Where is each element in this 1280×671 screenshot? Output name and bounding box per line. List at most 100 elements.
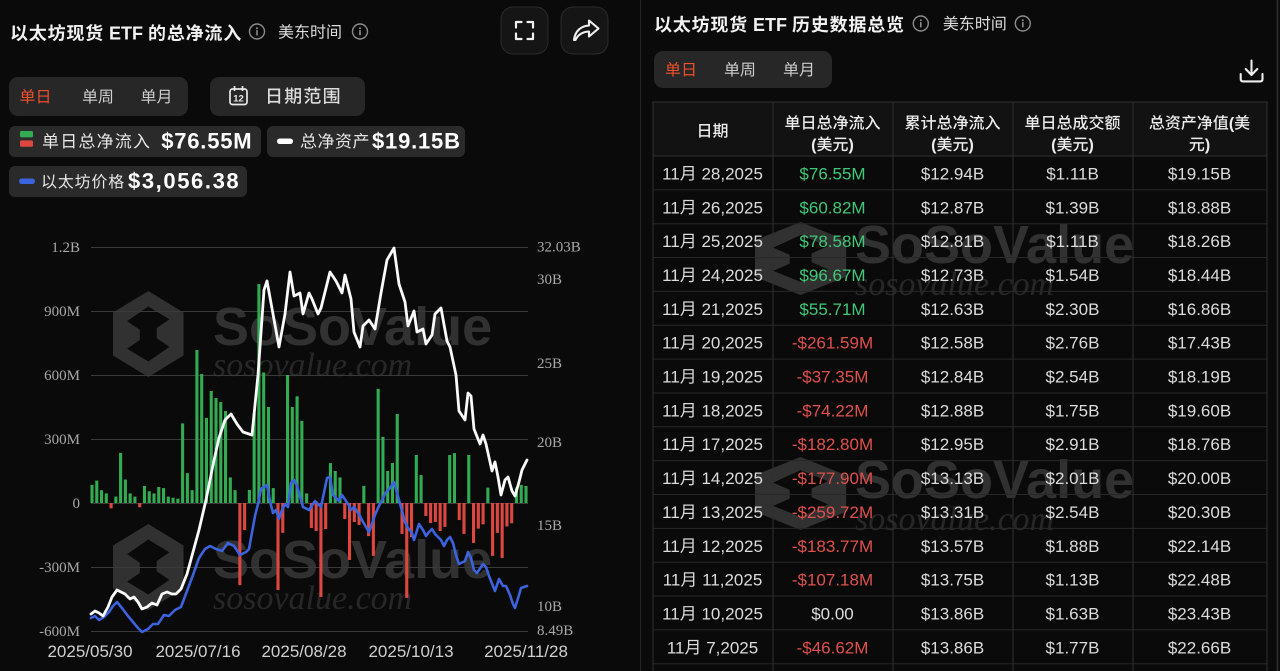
svg-text:$2.91B: $2.91B — [1046, 435, 1100, 454]
svg-text:2025/11/28: 2025/11/28 — [484, 642, 568, 661]
svg-text:10B: 10B — [537, 599, 562, 615]
svg-text:11: 11 — [662, 469, 680, 488]
svg-text:$1.11B: $1.11B — [1046, 232, 1099, 251]
svg-text:(: ( — [1051, 137, 1057, 154]
svg-text:11: 11 — [662, 503, 680, 522]
svg-text:SoSoValue: SoSoValue — [855, 215, 1134, 275]
svg-text:19,2025: 19,2025 — [701, 368, 762, 387]
svg-text:$12.84B: $12.84B — [921, 368, 984, 387]
svg-text:$19.15B: $19.15B — [1168, 164, 1231, 183]
svg-text:25,2025: 25,2025 — [701, 232, 762, 251]
svg-text:$1.77B: $1.77B — [1046, 638, 1100, 657]
svg-text:sosovalue.com: sosovalue.com — [213, 580, 412, 617]
svg-text:$1.54B: $1.54B — [1046, 266, 1100, 285]
svg-text:-$107.18M: -$107.18M — [792, 571, 873, 590]
svg-text:2025/08/28: 2025/08/28 — [261, 642, 346, 661]
svg-text:$17.43B: $17.43B — [1168, 334, 1231, 353]
svg-text:$16.86B: $16.86B — [1168, 300, 1231, 319]
svg-text:$18.88B: $18.88B — [1168, 198, 1231, 217]
svg-text:$19.60B: $19.60B — [1168, 401, 1231, 420]
svg-text:20B: 20B — [537, 435, 562, 451]
svg-text:$12.88B: $12.88B — [921, 401, 984, 420]
svg-text:(: ( — [931, 137, 937, 154]
svg-text:25B: 25B — [537, 356, 562, 372]
svg-text:$1.63B: $1.63B — [1046, 604, 1100, 623]
svg-text:11: 11 — [662, 266, 680, 285]
svg-text:26,2025: 26,2025 — [701, 198, 762, 217]
svg-text:$1.88B: $1.88B — [1046, 537, 1100, 556]
svg-text:11: 11 — [662, 604, 680, 623]
svg-text:18,2025: 18,2025 — [701, 401, 762, 420]
svg-text:2025/05/30: 2025/05/30 — [47, 642, 132, 661]
svg-text:$23.43B: $23.43B — [1168, 604, 1231, 623]
svg-text:11: 11 — [662, 334, 680, 353]
svg-text:2025/07/16: 2025/07/16 — [155, 642, 240, 661]
svg-text:$2.30B: $2.30B — [1046, 300, 1100, 319]
svg-text:11: 11 — [662, 164, 680, 183]
svg-text:7,2025: 7,2025 — [706, 638, 758, 657]
svg-text:$76.55M: $76.55M — [799, 164, 865, 183]
svg-text:-$74.22M: -$74.22M — [797, 401, 869, 420]
svg-text:1.2B: 1.2B — [51, 240, 80, 256]
svg-text:$76.55M: $76.55M — [161, 129, 252, 154]
svg-text:$60.82M: $60.82M — [799, 198, 865, 217]
svg-text:$96.67M: $96.67M — [799, 266, 865, 285]
svg-text:ETF: ETF — [753, 15, 787, 35]
svg-text:sosovalue.com: sosovalue.com — [855, 501, 1054, 538]
svg-text:-$182.80M: -$182.80M — [792, 435, 873, 454]
svg-text:-$37.35M: -$37.35M — [797, 368, 869, 387]
svg-text:$13.86B: $13.86B — [921, 638, 984, 657]
svg-text:11: 11 — [663, 571, 681, 590]
svg-text:-$46.62M: -$46.62M — [797, 638, 869, 657]
svg-text:sosovalue.com: sosovalue.com — [213, 347, 412, 384]
svg-text:$12.63B: $12.63B — [921, 300, 984, 319]
svg-text:14,2025: 14,2025 — [701, 469, 762, 488]
svg-text:$2.01B: $2.01B — [1046, 469, 1100, 488]
svg-text:21,2025: 21,2025 — [701, 300, 762, 319]
svg-text:$13.13B: $13.13B — [921, 469, 984, 488]
svg-text:$12.94B: $12.94B — [921, 164, 984, 183]
svg-text:$2.54B: $2.54B — [1046, 368, 1100, 387]
svg-text:28,2025: 28,2025 — [701, 164, 762, 183]
svg-text:20,2025: 20,2025 — [701, 334, 762, 353]
svg-text:$18.26B: $18.26B — [1168, 232, 1231, 251]
svg-text:11: 11 — [662, 300, 680, 319]
svg-text:$12.58B: $12.58B — [921, 334, 984, 353]
svg-text:-$259.72M: -$259.72M — [792, 503, 873, 522]
svg-text:2025/10/13: 2025/10/13 — [368, 642, 453, 661]
svg-text:$22.48B: $22.48B — [1168, 571, 1231, 590]
svg-text:900M: 900M — [44, 304, 80, 320]
svg-text:12,2025: 12,2025 — [701, 537, 762, 556]
svg-text:11: 11 — [662, 368, 680, 387]
svg-text:(: ( — [1229, 116, 1235, 133]
svg-text:$2.76B: $2.76B — [1046, 334, 1100, 353]
svg-text:11: 11 — [662, 435, 680, 454]
svg-text:11,2025: 11,2025 — [702, 571, 762, 590]
svg-text:$18.76B: $18.76B — [1168, 435, 1231, 454]
svg-text:$22.14B: $22.14B — [1168, 537, 1231, 556]
svg-text:11: 11 — [667, 638, 685, 657]
svg-text:$2.54B: $2.54B — [1046, 503, 1100, 522]
svg-text:$13.75B: $13.75B — [921, 571, 984, 590]
svg-text:$1.11B: $1.11B — [1046, 164, 1099, 183]
svg-text:$13.57B: $13.57B — [921, 537, 984, 556]
svg-text:): ) — [1089, 137, 1094, 154]
svg-text:24,2025: 24,2025 — [701, 266, 762, 285]
svg-text:32.03B: 32.03B — [537, 240, 581, 256]
svg-text:-300M: -300M — [39, 560, 80, 576]
svg-text:(: ( — [811, 137, 817, 154]
svg-text:-$261.59M: -$261.59M — [792, 334, 873, 353]
svg-text:13,2025: 13,2025 — [701, 503, 762, 522]
svg-text:-600M: -600M — [39, 624, 80, 640]
svg-text:$0.00: $0.00 — [811, 604, 854, 623]
svg-text:$55.71M: $55.71M — [799, 300, 865, 319]
svg-text:): ) — [1205, 137, 1210, 154]
svg-text:300M: 300M — [44, 432, 80, 448]
svg-text:600M: 600M — [44, 368, 80, 384]
svg-text:10,2025: 10,2025 — [701, 604, 762, 623]
svg-text:11: 11 — [662, 198, 680, 217]
svg-text:$13.86B: $13.86B — [921, 604, 984, 623]
svg-text:$20.30B: $20.30B — [1168, 503, 1231, 522]
svg-text:$12.87B: $12.87B — [921, 198, 984, 217]
svg-text:11: 11 — [662, 537, 680, 556]
